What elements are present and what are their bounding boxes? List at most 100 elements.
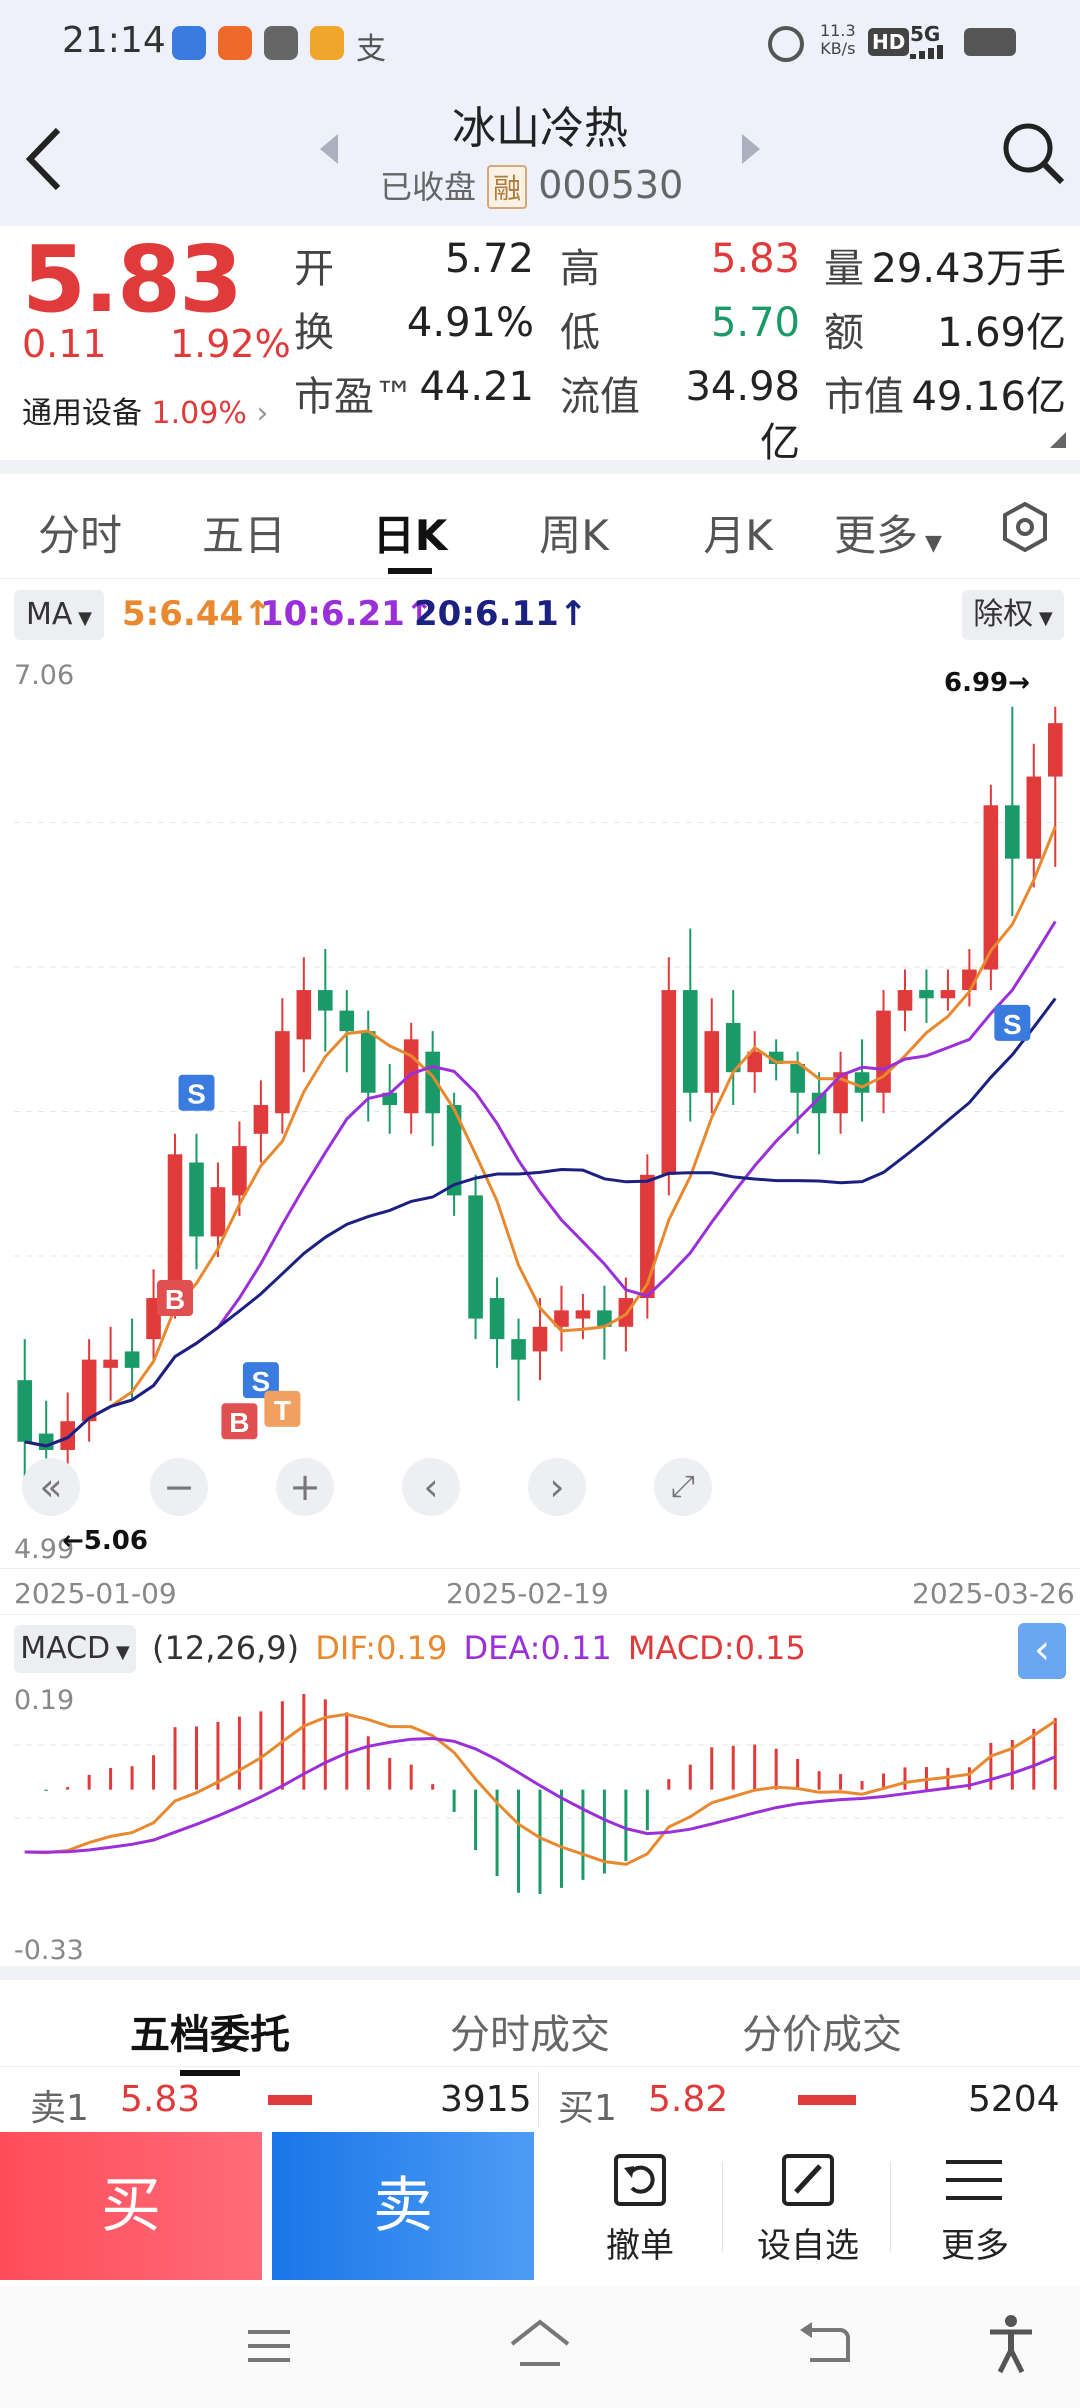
candle-body xyxy=(704,1031,720,1093)
ma-selector[interactable]: MA ▼ xyxy=(14,590,104,640)
ma10-value: 10:6.21↑ xyxy=(260,594,433,634)
scroll-left-icon[interactable]: ‹ xyxy=(402,1458,460,1516)
more-button[interactable]: 更多 xyxy=(920,2152,1030,2272)
macd-selector-label: MACD xyxy=(20,1631,111,1666)
stat-label: 量 xyxy=(824,246,864,292)
scroll-right-icon[interactable]: › xyxy=(528,1458,586,1516)
divider xyxy=(890,2162,891,2252)
tab-daily-k[interactable]: 日K xyxy=(372,511,448,560)
stat-value: 5.70 xyxy=(710,300,800,346)
next-stock-icon[interactable] xyxy=(740,132,762,166)
net-speed-value: 11.3 xyxy=(820,21,856,40)
home-icon[interactable] xyxy=(508,2318,572,2370)
ma-selector-label: MA xyxy=(26,597,73,632)
candle-body xyxy=(511,1339,526,1360)
last-price: 5.83 xyxy=(22,226,243,333)
trade-marker-label: S xyxy=(1003,1009,1022,1040)
candle-body xyxy=(725,1022,741,1073)
candle-body xyxy=(489,1298,505,1340)
period-tabs: 分时 五日 日K 周K 月K 更多 ▼ xyxy=(0,474,1080,579)
candle-body xyxy=(103,1359,118,1368)
candle-body xyxy=(682,990,698,1093)
stat-label: 额 xyxy=(824,310,864,356)
expand-corner-icon[interactable] xyxy=(1050,432,1066,448)
candle-body xyxy=(1005,805,1020,859)
candle-body xyxy=(897,990,913,1011)
y-min-label: 4.99 xyxy=(14,1534,75,1565)
stock-code: 000530 xyxy=(538,163,684,207)
app-notification-icon xyxy=(172,26,206,60)
divider xyxy=(722,2162,723,2252)
back-nav-icon[interactable] xyxy=(798,2322,852,2368)
trade-marker-label: B xyxy=(165,1284,185,1315)
tab-price-trades[interactable]: 分价成交 xyxy=(742,2012,902,2058)
settings-hexagon-icon[interactable] xyxy=(998,500,1052,554)
macd-panel[interactable]: MACD ▼ (12,26,9) DIF:0.19 DEA:0.11 MACD:… xyxy=(0,1614,1080,1967)
dif-line xyxy=(24,1712,1057,1866)
caret-down-icon: ▼ xyxy=(110,1642,130,1663)
stat-value: 4.91% xyxy=(406,300,534,346)
previous-stock-icon[interactable] xyxy=(318,132,340,166)
tab-weekly-k[interactable]: 周K xyxy=(539,511,609,560)
tab-more[interactable]: 更多 ▼ xyxy=(828,502,948,563)
buy-button[interactable]: 买 xyxy=(0,2132,262,2280)
candle-body xyxy=(919,990,934,999)
date-label: 2025-01-09 xyxy=(14,1577,177,1610)
search-icon[interactable] xyxy=(1000,120,1066,186)
back-icon[interactable] xyxy=(22,124,66,194)
trade-marker xyxy=(994,1004,1031,1041)
speed-gauge-icon xyxy=(768,26,804,62)
tab-monthly-k[interactable]: 月K xyxy=(703,511,773,560)
tab-intraday[interactable]: 分时 xyxy=(37,511,122,560)
tab-tick-trades[interactable]: 分时成交 xyxy=(450,2012,610,2058)
orderbook-tabs: 五档委托 分时成交 分价成交 xyxy=(0,1966,1080,2080)
fullscreen-icon[interactable]: ⤢ xyxy=(654,1458,712,1516)
zoom-in-icon[interactable]: + xyxy=(276,1458,334,1516)
candle-body xyxy=(1026,776,1042,859)
stat-label: 开 xyxy=(294,246,334,292)
telegram-notification-icon xyxy=(218,26,252,60)
sector-name: 通用设备 xyxy=(22,396,142,431)
date-label: 2025-02-19 xyxy=(446,1577,609,1610)
tab-five-day[interactable]: 五日 xyxy=(201,511,286,560)
macd-selector[interactable]: MACD ▼ xyxy=(14,1625,136,1673)
caret-down-icon: ▼ xyxy=(918,531,942,556)
candle-body xyxy=(60,1421,75,1450)
date-label: 2025-03-26 xyxy=(912,1577,1075,1610)
sell-button[interactable]: 卖 xyxy=(272,2132,534,2280)
candle-body xyxy=(210,1187,226,1237)
candle-body xyxy=(661,990,677,1175)
buy1-price: 5.82 xyxy=(648,2079,729,2120)
high-price-value: 6.99 xyxy=(944,668,1009,698)
ma-legend: MA ▼ 5:6.44↑ 10:6.21↑ 20:6.11↑ 除权 ▼ xyxy=(0,580,1080,658)
add-watchlist-button[interactable]: 设自选 xyxy=(748,2152,868,2272)
accessibility-icon[interactable] xyxy=(986,2314,1036,2374)
date-axis: 2025-01-09 2025-02-19 2025-03-26 xyxy=(0,1568,1080,1615)
recent-apps-icon[interactable] xyxy=(246,2326,292,2366)
cancel-order-button[interactable]: 撤单 xyxy=(588,2152,692,2272)
adjust-selector[interactable]: 除权 ▼ xyxy=(962,590,1064,640)
scroll-start-icon[interactable]: « xyxy=(22,1458,80,1516)
divider xyxy=(0,460,1080,474)
candle-body xyxy=(296,990,312,1040)
high-price-marker: 6.99→ xyxy=(944,668,1030,698)
trade-marker xyxy=(178,1074,215,1111)
collapse-panel-icon[interactable]: ‹ xyxy=(1018,1623,1066,1679)
macd-params: (12,26,9) xyxy=(152,1629,300,1667)
stat-value: 29.43万手 xyxy=(871,246,1066,292)
caret-down-icon: ▼ xyxy=(72,608,92,629)
hd-badge: HD xyxy=(868,28,910,56)
sector-link[interactable]: 通用设备 1.09% › xyxy=(22,388,268,432)
tab-level2-orders[interactable]: 五档委托 xyxy=(130,2012,290,2058)
candle-body xyxy=(554,1310,569,1327)
stat-label: 换 xyxy=(294,310,334,356)
zoom-out-icon[interactable]: − xyxy=(150,1458,208,1516)
signal-label: 5G xyxy=(910,22,941,46)
action-bar: 买 卖 撤单 设自选 更多 xyxy=(0,2132,1080,2286)
candle-body xyxy=(747,1051,762,1073)
candle-body xyxy=(854,1072,870,1093)
candle-body xyxy=(275,1031,290,1114)
macd-plot[interactable] xyxy=(0,1681,1080,1971)
